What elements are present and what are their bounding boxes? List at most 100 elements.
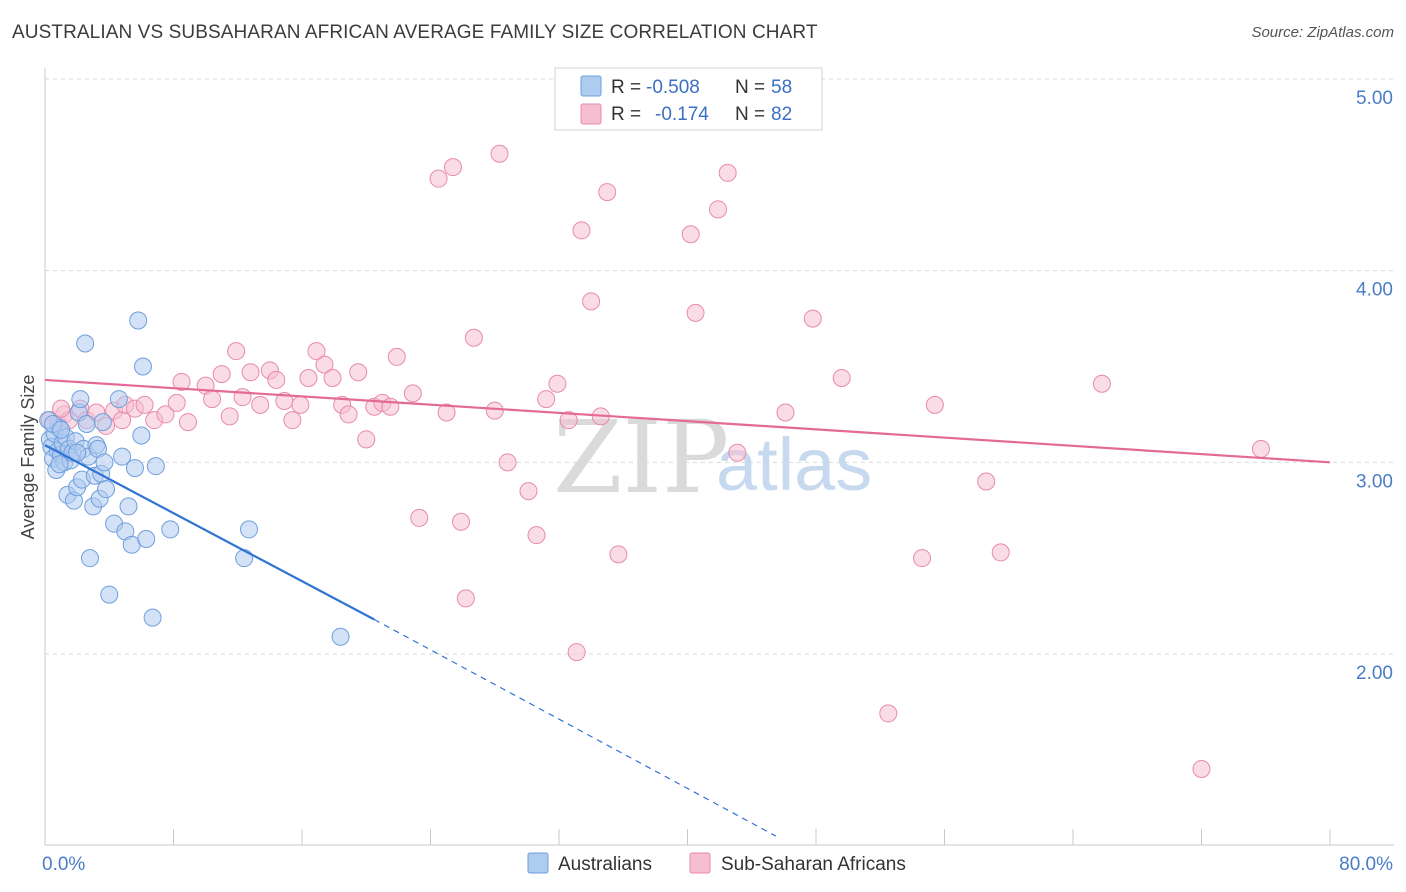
ssa-point-70 [776, 403, 795, 422]
aus-point-33 [95, 453, 114, 472]
legend-n-label-1: N = [735, 77, 765, 98]
aus-point-45 [133, 357, 152, 376]
ssa-point-67 [709, 200, 728, 219]
ssa-point-31 [299, 369, 318, 387]
ssa-point-51 [485, 401, 504, 420]
aus-point-32 [93, 413, 112, 432]
ssa-point-73 [879, 704, 898, 723]
ssa-point-44 [410, 508, 429, 527]
watermark-atlas: atlas [716, 423, 872, 506]
ssa-point-37 [349, 363, 368, 382]
ssa-point-19 [203, 390, 222, 409]
aus-point-44 [132, 426, 151, 445]
x-tick-label-0: 0.0% [42, 854, 85, 875]
ssa-point-71 [803, 309, 822, 328]
ssa-point-48 [452, 512, 471, 531]
ssa-point-49 [456, 589, 475, 608]
legend-bottom-ssa: Sub-Saharan Africans [721, 854, 906, 875]
aus-point-55 [52, 420, 71, 439]
ssa-point-42 [387, 347, 406, 366]
x-tick-labels: 0.0% 80.0% [42, 854, 1393, 875]
legend-series: Australians Sub-Saharan Africans [527, 852, 906, 875]
ssa-point-75 [925, 395, 944, 414]
ssa-point-43 [403, 384, 422, 403]
aus-point-23 [77, 415, 96, 433]
ssa-point-33 [315, 355, 334, 374]
y-tick-label-1: 3.00 [1356, 471, 1393, 492]
ssa-trend-line [44, 378, 1331, 464]
aus-point-42 [125, 459, 144, 478]
trend-lines [44, 378, 1331, 837]
y-axis-label: Average Family Size [18, 375, 38, 540]
aus-point-46 [137, 530, 156, 548]
ssa-point-55 [527, 526, 546, 545]
ssa-point-15 [167, 393, 186, 412]
source-credit: Source: ZipAtlas.com [1251, 24, 1394, 41]
ssa-point-50 [464, 328, 483, 347]
legend-r-value-1: -0.508 [646, 77, 700, 98]
x-tick-label-1: 80.0% [1339, 854, 1393, 875]
ssa-point-60 [572, 221, 591, 240]
ssa-point-30 [291, 395, 310, 414]
ssa-point-38 [357, 430, 376, 449]
ssa-point-74 [913, 549, 932, 568]
ssa-point-22 [227, 342, 246, 361]
legend-r-value-2: -0.174 [655, 104, 709, 125]
aus-point-35 [100, 585, 119, 604]
ssa-point-24 [241, 363, 260, 382]
legend-n-value-2: 82 [771, 104, 792, 125]
aus-point-38 [113, 447, 132, 466]
ssa-point-47 [443, 158, 462, 177]
y-tick-label-2: 4.00 [1356, 280, 1393, 301]
ssa-point-12 [135, 395, 154, 414]
ssa-point-34 [323, 369, 342, 387]
aus-point-49 [161, 520, 180, 539]
legend-r-label-1: R = [611, 77, 641, 98]
ssa-point-16 [172, 372, 191, 391]
aus-point-22 [76, 334, 95, 353]
ssa-point-29 [283, 411, 302, 430]
aus-point-57 [50, 455, 69, 474]
ssa-point-56 [537, 390, 556, 409]
aus-point-43 [129, 311, 148, 330]
ssa-point-21 [220, 407, 239, 426]
legend-r-label-2: R = [611, 104, 641, 125]
aus-point-50 [235, 549, 254, 568]
ssa-point-25 [251, 395, 270, 414]
ssa-point-76 [977, 472, 996, 491]
aus-point-19 [71, 390, 90, 409]
legend-bottom-australians: Australians [558, 854, 652, 875]
ssa-point-46 [437, 403, 456, 422]
ssa-point-63 [598, 183, 617, 202]
ssa-point-69 [728, 443, 747, 462]
aus-point-48 [146, 457, 165, 476]
legend-n-value-1: 58 [771, 77, 792, 98]
chart-title: AUSTRALIAN VS SUBSAHARAN AFRICAN AVERAGE… [12, 22, 818, 43]
ssa-point-72 [832, 369, 851, 387]
ssa-point-53 [498, 453, 517, 472]
ssa-point-68 [718, 163, 737, 182]
ssa-point-65 [681, 225, 700, 244]
ssa-point-66 [686, 303, 705, 322]
ssa-point-20 [212, 365, 231, 384]
ssa-point-80 [1251, 439, 1270, 458]
ssa-point-78 [1092, 374, 1111, 393]
y-tick-label-0: 2.00 [1356, 663, 1393, 684]
ssa-point-32 [307, 342, 326, 361]
ssa-point-17 [178, 413, 197, 432]
ssa-point-54 [519, 482, 538, 501]
ssa-point-64 [609, 545, 628, 564]
legend-ssa-swatch [580, 103, 602, 125]
aus-point-40 [119, 497, 138, 516]
aus-point-37 [109, 390, 128, 409]
watermark: ZIP atlas [553, 399, 872, 516]
ssa-point-77 [991, 543, 1010, 562]
aus-point-25 [80, 549, 99, 568]
ssa-point-14 [156, 405, 175, 424]
aus-point-34 [97, 480, 116, 499]
aus-point-51 [239, 520, 258, 539]
aus-point-47 [143, 608, 162, 627]
ssa-point-59 [567, 643, 586, 662]
aus-point-52 [331, 627, 350, 646]
